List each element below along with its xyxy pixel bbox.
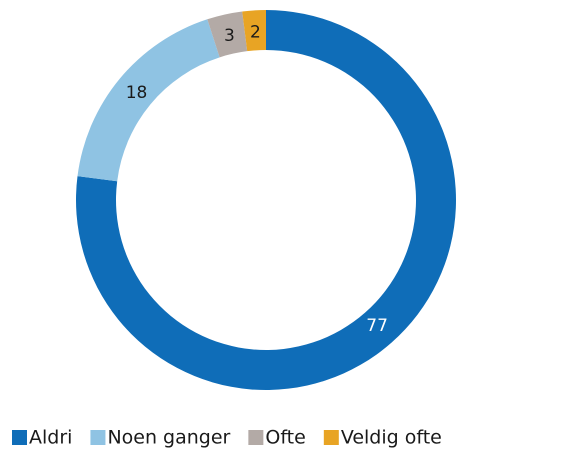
legend-label: Ofte: [265, 427, 305, 449]
legend-swatch: [90, 430, 106, 445]
legend-label: Aldri: [29, 427, 72, 449]
data-label: 3: [224, 26, 235, 46]
donut-segment: [242, 10, 266, 52]
legend-label: Noen ganger: [107, 427, 230, 449]
data-label: 2: [250, 22, 261, 42]
legend-swatch: [12, 430, 27, 445]
legend-label: Veldig ofte: [341, 427, 442, 449]
donut-segment: [207, 11, 248, 58]
data-label: 77: [366, 316, 388, 336]
legend-swatch: [323, 430, 339, 445]
legend-swatch: [248, 430, 264, 445]
donut-segment: [77, 19, 220, 182]
data-label: 18: [126, 83, 148, 103]
